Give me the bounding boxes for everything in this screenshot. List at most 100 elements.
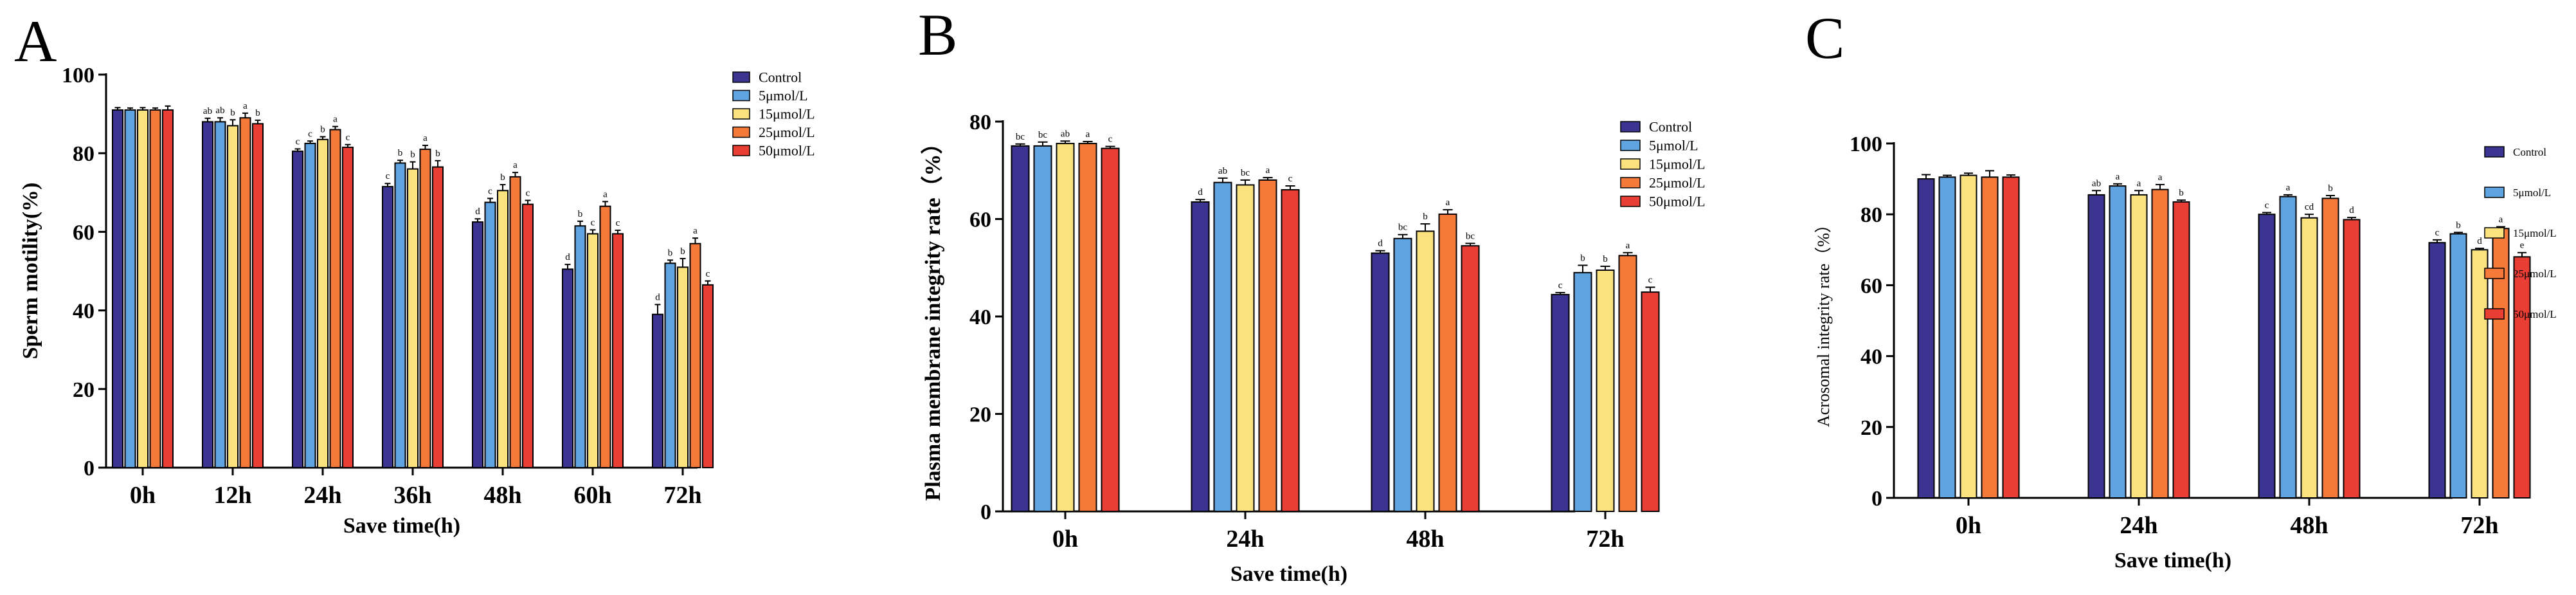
legend-swatch bbox=[2484, 308, 2505, 320]
legend-label: 5μmol/L bbox=[759, 87, 808, 104]
bar bbox=[1938, 176, 1956, 499]
significance-letter: b bbox=[2179, 188, 2184, 198]
bar bbox=[2130, 194, 2148, 499]
significance-letter: c bbox=[386, 171, 390, 181]
y-tick-label: 20 bbox=[1860, 416, 1882, 440]
bar bbox=[162, 109, 174, 469]
significance-letter: c bbox=[2265, 200, 2269, 210]
bar bbox=[2151, 188, 2169, 499]
bar bbox=[2300, 217, 2318, 499]
legend-swatch bbox=[732, 71, 750, 83]
bar bbox=[2471, 249, 2489, 499]
significance-letter: a bbox=[243, 101, 248, 111]
significance-letter: a bbox=[2158, 172, 2163, 183]
significance-letter: a bbox=[423, 133, 428, 143]
y-tick-label: 100 bbox=[62, 64, 95, 87]
significance-letter: b bbox=[398, 148, 403, 158]
legend-label: 50μmol/L bbox=[2513, 308, 2557, 320]
panel-letter: C bbox=[1805, 5, 1844, 71]
legend-swatch bbox=[732, 145, 750, 156]
significance-letter: b bbox=[410, 150, 415, 160]
significance-letter: a bbox=[2286, 183, 2291, 193]
significance-letter: a bbox=[1446, 197, 1450, 208]
legend-label: Control bbox=[759, 69, 802, 86]
significance-letter: a bbox=[2137, 178, 2141, 188]
bar bbox=[1393, 237, 1412, 512]
bar bbox=[677, 266, 689, 468]
legend-label: Control bbox=[2513, 146, 2546, 158]
significance-letter: b bbox=[1423, 212, 1428, 222]
bar bbox=[239, 117, 251, 468]
significance-letter: ab bbox=[1061, 129, 1070, 139]
significance-letter: c bbox=[1288, 174, 1293, 184]
significance-letter: a bbox=[2499, 214, 2503, 224]
bar bbox=[522, 203, 534, 468]
significance-letter: bc bbox=[1466, 231, 1475, 241]
bar bbox=[1011, 145, 1030, 512]
x-tick-label: 0h bbox=[1052, 526, 1078, 553]
y-tick-label: 100 bbox=[1850, 133, 1882, 156]
bar bbox=[509, 176, 521, 468]
bar bbox=[2343, 219, 2361, 499]
legend-label: 50μmol/L bbox=[1649, 194, 1706, 210]
significance-letter: a bbox=[1626, 241, 1630, 251]
legend-label: 25μmol/L bbox=[1649, 175, 1706, 191]
bar bbox=[1101, 147, 1120, 513]
y-axis-title: Plasma membrane integrity rate（%） bbox=[920, 132, 945, 500]
significance-letter: b bbox=[578, 209, 583, 219]
legend-swatch bbox=[1620, 158, 1641, 170]
x-tick-label: 24h bbox=[1226, 526, 1264, 553]
legend-label: 50μmol/L bbox=[759, 143, 815, 159]
bar bbox=[702, 284, 714, 468]
legend-label: 15μmol/L bbox=[1649, 156, 1706, 172]
significance-letter: c bbox=[296, 136, 300, 147]
x-tick-label: 36h bbox=[393, 482, 431, 509]
y-tick-label: 0 bbox=[1871, 487, 1882, 511]
legend-label: 5μmol/L bbox=[2513, 187, 2551, 199]
bar bbox=[1438, 213, 1457, 512]
bar bbox=[1191, 201, 1210, 512]
bar bbox=[304, 142, 316, 469]
bar bbox=[394, 162, 406, 468]
significance-letter: ab bbox=[2092, 178, 2101, 188]
y-tick-label: 0 bbox=[980, 500, 991, 524]
significance-letter: a bbox=[333, 114, 338, 125]
bar bbox=[472, 221, 483, 468]
y-tick-label: 0 bbox=[84, 457, 95, 481]
legend-label: 25μmol/L bbox=[2513, 268, 2557, 280]
y-tick-label: 80 bbox=[73, 142, 95, 166]
legend-swatch bbox=[2484, 146, 2505, 158]
bar bbox=[2109, 185, 2127, 499]
legend-swatch bbox=[1620, 177, 1641, 188]
bar bbox=[2087, 194, 2105, 499]
bar bbox=[149, 109, 161, 469]
significance-letter: c bbox=[1108, 134, 1113, 145]
legend-swatch bbox=[1620, 140, 1641, 151]
significance-letter: bc bbox=[1016, 132, 1025, 142]
bar bbox=[1416, 230, 1435, 512]
significance-letter: b bbox=[2456, 220, 2461, 230]
significance-letter: d bbox=[475, 206, 480, 217]
legend-swatch bbox=[732, 89, 750, 102]
x-tick-label: 48h bbox=[2290, 512, 2328, 539]
bar bbox=[227, 125, 239, 468]
significance-letter: bc bbox=[1398, 223, 1408, 233]
bar bbox=[292, 151, 303, 469]
x-tick-label: 72h bbox=[663, 482, 701, 509]
bar bbox=[2258, 214, 2276, 499]
bar bbox=[1236, 184, 1255, 512]
y-tick-label: 20 bbox=[969, 403, 991, 427]
y-tick-label: 40 bbox=[73, 300, 95, 324]
bar bbox=[2428, 242, 2446, 499]
significance-letter: e bbox=[2520, 241, 2525, 251]
y-tick-label: 80 bbox=[1860, 203, 1882, 227]
bar bbox=[2002, 176, 2020, 499]
significance-letter: b bbox=[680, 246, 685, 257]
significance-letter: cd bbox=[2305, 202, 2314, 212]
significance-letter: c bbox=[346, 133, 350, 143]
bar bbox=[1596, 270, 1615, 512]
bar bbox=[214, 121, 226, 468]
bar bbox=[1959, 174, 1977, 499]
